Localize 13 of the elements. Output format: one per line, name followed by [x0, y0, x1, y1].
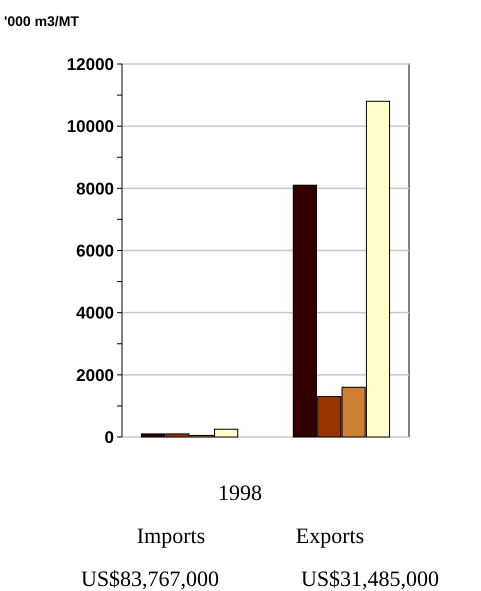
y-tick-label: 0 [104, 428, 114, 447]
text: 1998 [218, 480, 262, 505]
y-tick-label: 2000 [76, 366, 114, 385]
y-tick-label: 12000 [66, 54, 114, 74]
text: US$83,767,000 [80, 566, 220, 591]
y-tick-label: 4000 [76, 304, 114, 323]
y-tick-label: 8000 [76, 179, 114, 198]
y-tick-label: 10000 [66, 117, 114, 136]
text: US$31,485,000 [300, 566, 440, 591]
text: Imports [136, 523, 206, 548]
text: Exports [296, 523, 364, 548]
y-tick-label: 6000 [76, 241, 114, 260]
y-axis-title: '000 m3/MT [4, 13, 80, 29]
